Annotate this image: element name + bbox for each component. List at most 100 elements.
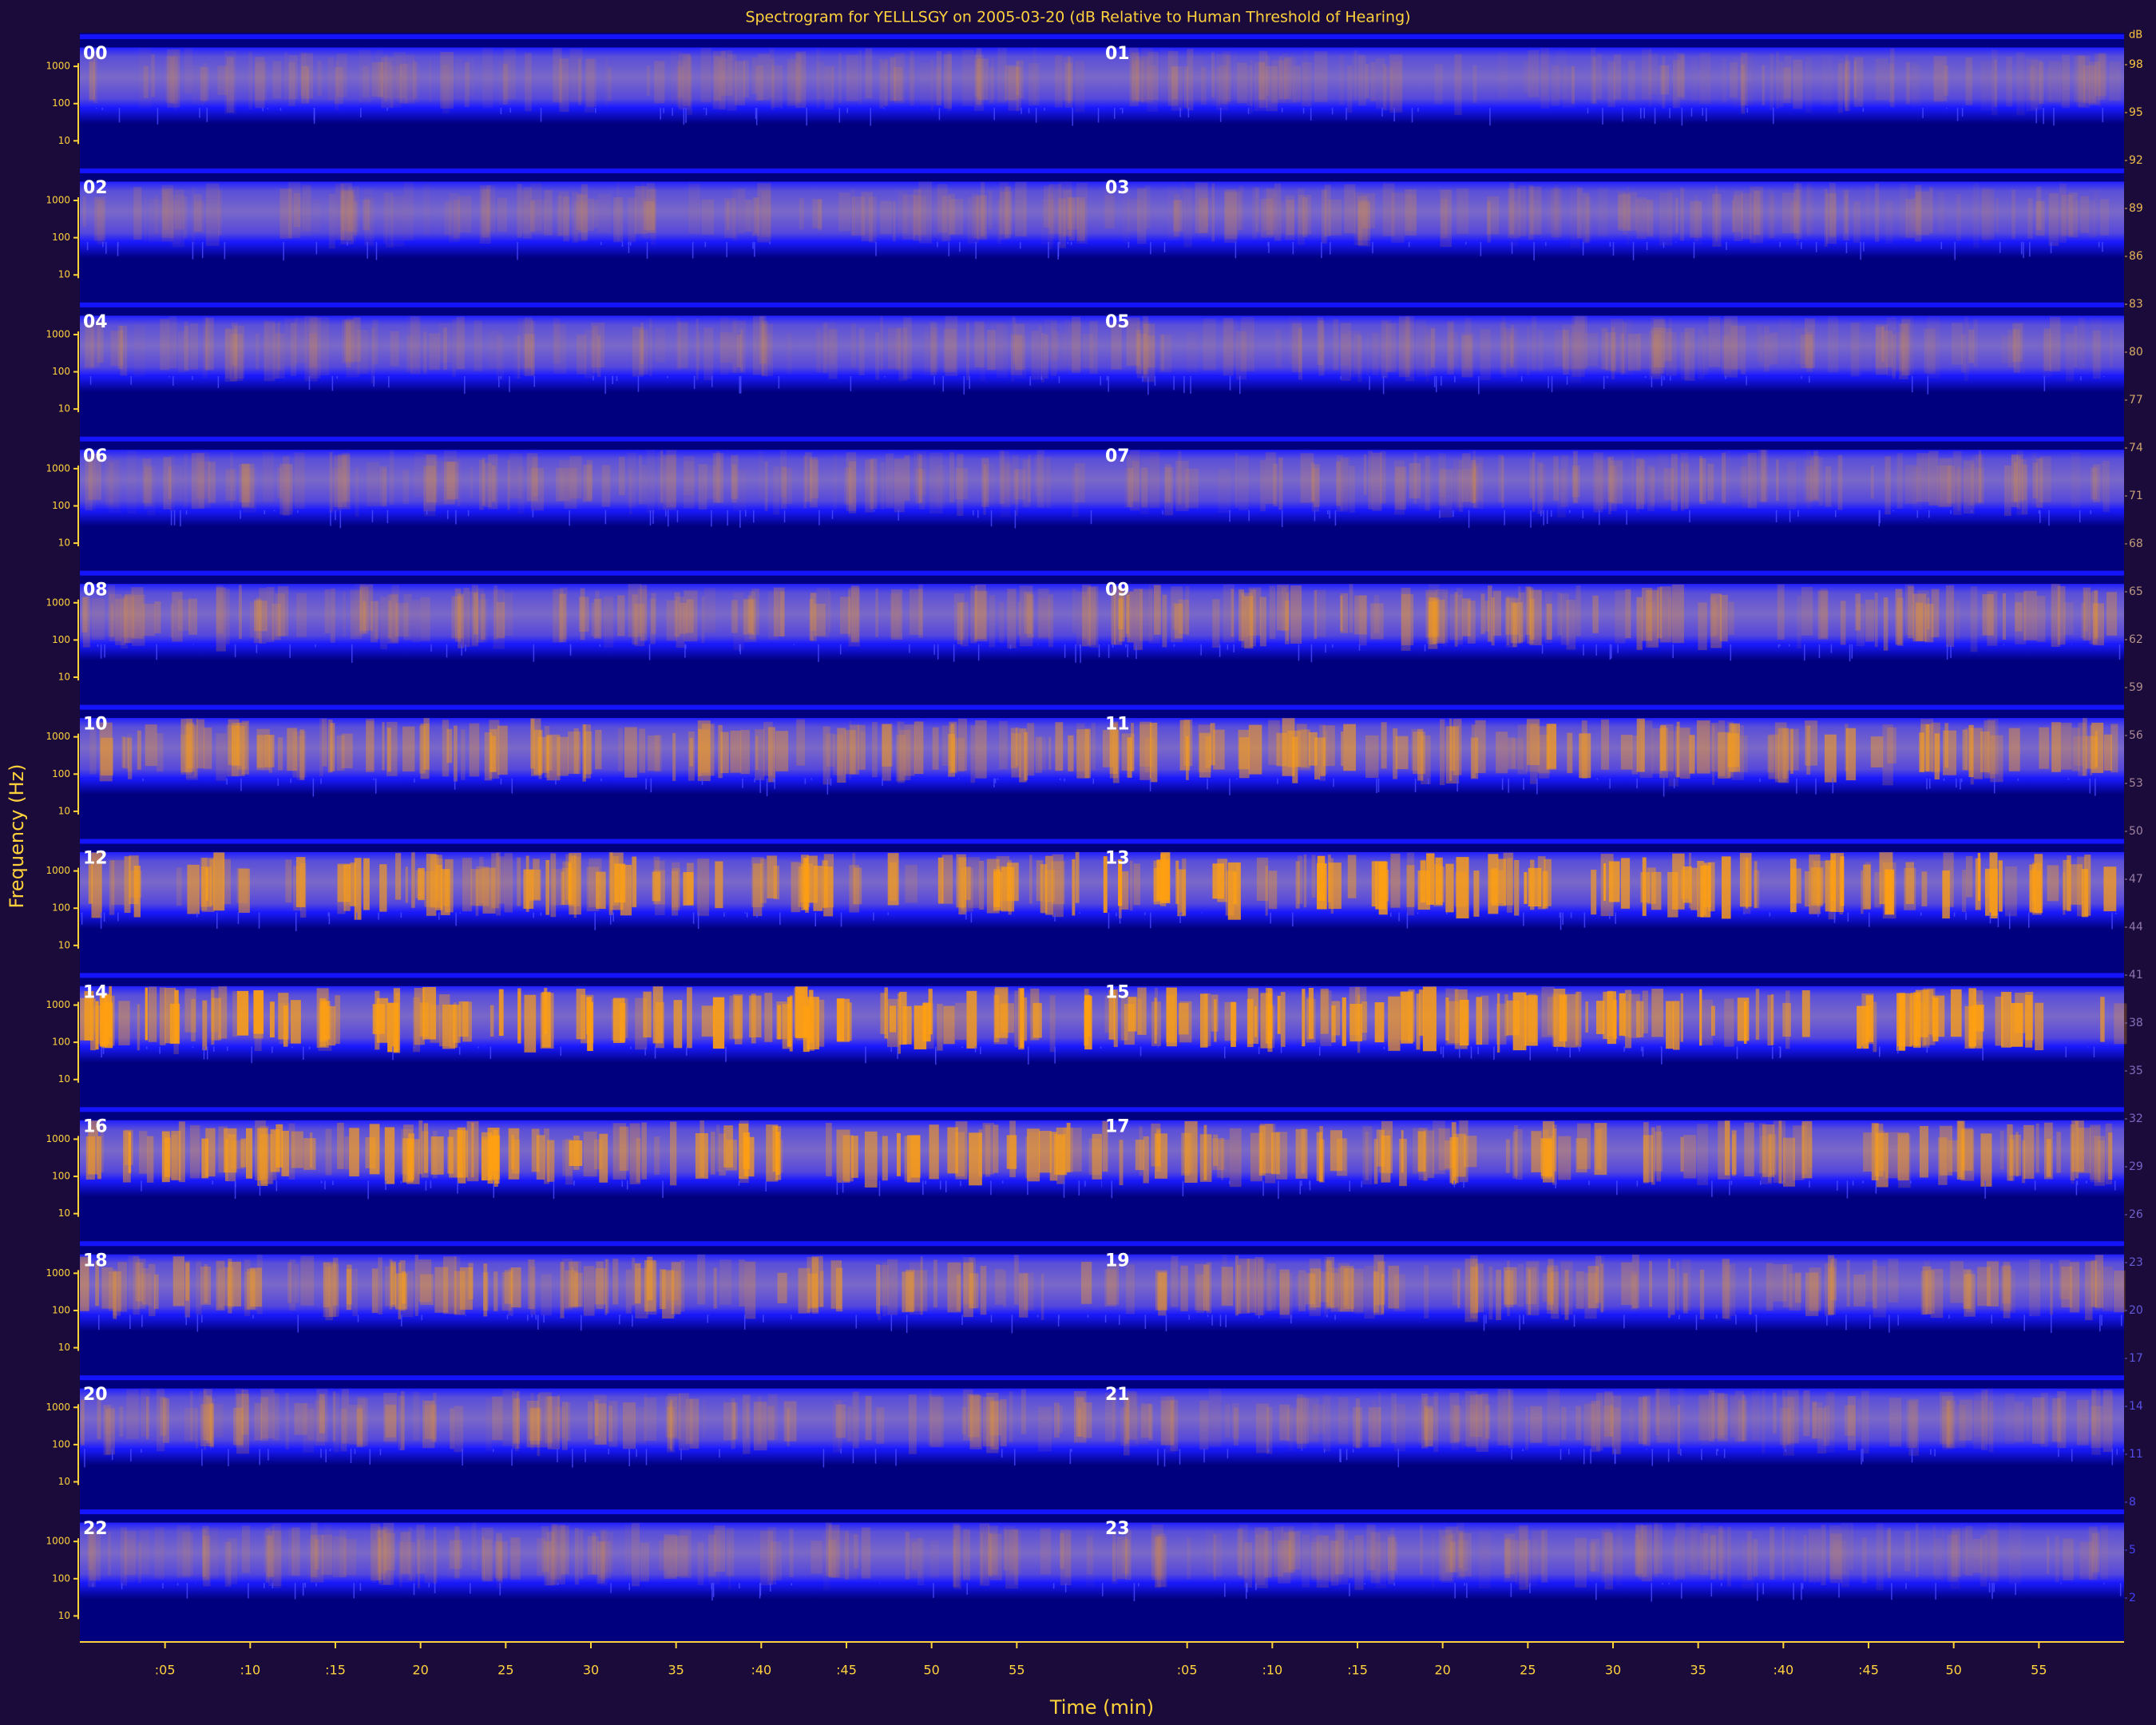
spectrogram-spike [81,912,83,925]
spectrogram-streak [1768,734,1779,779]
spectrogram-streak [1646,590,1659,648]
band-fuzz [1102,108,2124,125]
spectrogram-streak [1373,1255,1385,1315]
spectrogram-spike [743,1315,746,1330]
panel [1102,971,2127,1106]
spectrogram-spike [1501,778,1504,791]
spectrogram-streak [1754,861,1758,908]
spectrogram-spike [1071,1449,1072,1452]
spectrogram-streak [530,718,541,776]
spectrogram-streak [288,182,300,239]
spectrogram-streak [798,866,810,907]
spectrogram-streak [218,986,228,1039]
y-tick-label: 10 [58,537,70,549]
spectrogram-spike [1440,1046,1442,1055]
spectrogram-streak [576,988,586,1040]
spectrogram-streak [1661,724,1674,771]
spectrogram-streak [584,731,593,775]
spectrogram-streak [1882,862,1896,919]
spectrogram-streak [1623,1001,1631,1037]
spectrogram-streak [851,189,855,236]
spectrogram-streak [2110,724,2118,773]
spectrogram-streak [394,1273,408,1310]
spectrogram-streak [435,864,442,910]
spectrogram-streak [1575,1138,1587,1173]
spectrogram-spike [646,241,648,260]
spectrogram-streak [1881,326,1885,363]
spectrogram-streak [2080,196,2089,233]
spectrogram-streak [1476,997,1483,1045]
spectrogram-streak [330,588,335,643]
spectrogram-spike [234,644,236,657]
spectrogram-streak [1571,465,1580,498]
spectrogram-streak [189,323,198,370]
spectrogram-spike [705,108,707,116]
spectrogram-spike [1301,1449,1303,1451]
spectrogram-streak [1183,720,1193,767]
spectrogram-streak [174,989,179,1044]
spectrogram-streak [255,333,260,370]
spectrogram-streak [2004,465,2011,516]
spectrogram-streak [731,600,738,633]
spectrogram-streak [1885,456,1891,515]
spectrogram-streak [1866,1005,1872,1038]
spectrogram-spike [890,1315,893,1331]
spectrogram-streak [1738,735,1748,773]
spectrogram-spike [1381,108,1383,117]
spectrogram-streak [824,322,836,364]
spectrogram-streak [1789,1537,1793,1573]
spectrogram-streak [228,1261,241,1307]
spectrogram-streak [929,1541,939,1578]
spectrogram-streak [1324,1255,1328,1317]
spectrogram-streak [705,465,719,500]
spectrogram-streak [1590,47,1596,104]
spectrogram-streak [961,1406,966,1435]
spectrogram-streak [985,466,989,503]
spectrogram-streak [1072,316,1080,373]
spectrogram-streak [1268,870,1278,910]
spectrogram-streak [732,994,743,1039]
spectrogram-spike [626,1180,628,1190]
spectrogram-spike [1229,375,1231,391]
spectrogram-streak [1121,593,1131,637]
spectrogram-spike [763,1315,764,1322]
spectrogram-streak [1102,729,1114,767]
spectrogram-streak [2031,1397,2045,1444]
spectrogram-streak [525,317,533,368]
spectrogram-spike [1052,1583,1055,1589]
spectrogram-streak [2059,62,2070,106]
spectrogram-streak [1625,589,1631,639]
spectrogram-streak [1927,989,1934,1035]
spectrogram-streak [1650,468,1655,506]
spectrogram-streak [1896,597,1904,646]
spectrogram-streak [1540,47,1550,109]
spectrogram-streak [671,1262,681,1315]
panel-label: 03 [1105,178,1130,198]
spectrogram-spike [1705,108,1707,121]
spectrogram-streak [1508,188,1520,239]
spectrogram-streak [1003,1270,1006,1307]
spectrogram-spike [686,1046,688,1056]
spectrogram-spike [531,1315,533,1318]
top-strip [1102,973,2124,978]
spectrogram-spike [644,1046,646,1056]
x-tick-label: 55 [1009,1663,1024,1678]
spectrogram-spike [1510,1583,1512,1597]
spectrogram-streak [386,728,391,772]
spectrogram-streak [1336,1138,1348,1176]
spectrogram-spike [2029,241,2031,257]
spectrogram-streak [184,988,196,1033]
spectrogram-spike [662,1180,664,1198]
spectrogram-streak [1537,856,1546,910]
spectrogram-spike [1142,375,1143,383]
y-tick-label: 100 [52,366,70,377]
spectrogram-streak [1801,1120,1813,1179]
spectrogram-streak [963,1262,973,1318]
spectrogram-spike [315,1583,317,1587]
spectrogram-streak [700,1120,705,1178]
spectrogram-streak [1827,1255,1834,1315]
spectrogram-streak [1546,603,1552,640]
x-tick-label: :45 [836,1663,857,1678]
spectrogram-spike [2043,375,2046,391]
spectrogram-spike [1075,644,1076,663]
